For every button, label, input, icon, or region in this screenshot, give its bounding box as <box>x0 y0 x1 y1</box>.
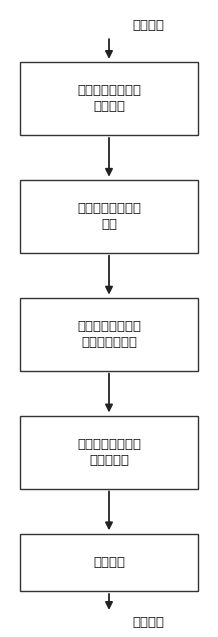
Text: 分割结果: 分割结果 <box>132 617 164 629</box>
Text: 任选一灰度值作为
分割阈值: 任选一灰度值作为 分割阈值 <box>77 84 141 113</box>
Text: 将图像像素值分为
两类: 将图像像素值分为 两类 <box>77 202 141 231</box>
Bar <box>20 298 198 371</box>
Text: 给出判别公式并计
算最优阈值: 给出判别公式并计 算最优阈值 <box>77 438 141 467</box>
Bar <box>20 534 198 591</box>
Text: 织物图像: 织物图像 <box>132 19 164 32</box>
Bar <box>20 62 198 136</box>
Bar <box>20 416 198 489</box>
Text: 分别求两类像素均
值、图像总均值: 分别求两类像素均 值、图像总均值 <box>77 320 141 349</box>
Bar <box>20 180 198 253</box>
Text: 阈值分割: 阈值分割 <box>93 556 125 569</box>
